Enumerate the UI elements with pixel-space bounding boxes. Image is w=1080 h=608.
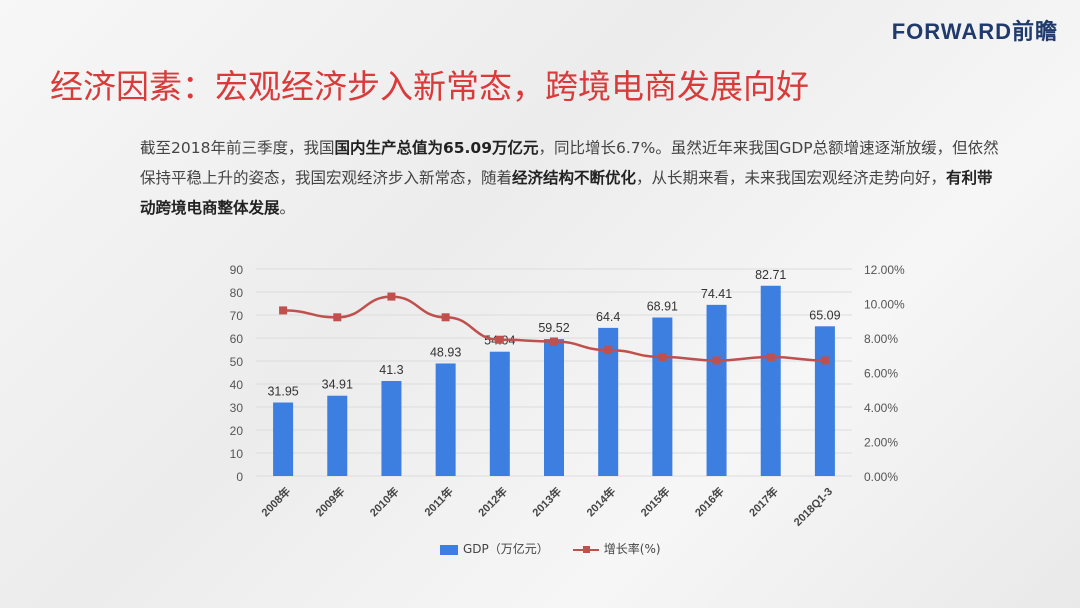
- legend-label: GDP（万亿元）: [463, 542, 549, 556]
- growth-rate-point: [387, 292, 396, 301]
- line-swatch-icon: [572, 545, 599, 553]
- left-tick-label: 10: [230, 447, 244, 461]
- gdp-bar: [381, 381, 402, 476]
- x-tick-label: 2011年: [421, 484, 456, 519]
- bar-data-label: 31.95: [267, 385, 298, 399]
- bar-swatch-icon: [440, 544, 458, 555]
- x-tick-label: 2008年: [258, 484, 293, 519]
- bar-data-label: 65.09: [809, 308, 840, 322]
- right-tick-label: 10.00%: [864, 298, 905, 312]
- x-tick-label: 2014年: [583, 484, 618, 519]
- gdp-bar: [760, 285, 781, 476]
- growth-rate-point: [441, 313, 450, 322]
- page-title: 经济因素：宏观经济步入新常态，跨境电商发展向好: [50, 67, 809, 106]
- left-tick-label: 50: [230, 355, 244, 369]
- x-tick-label: 2015年: [637, 484, 672, 519]
- right-tick-label: 4.00%: [864, 401, 898, 415]
- text: ，从长期来看，未来我国宏观经济走势向好，: [636, 169, 947, 187]
- bold-text: 国内生产总值为65.09万亿元: [334, 139, 539, 157]
- growth-rate-line: [283, 295, 825, 362]
- left-tick-label: 20: [230, 424, 244, 438]
- gdp-bar: [273, 402, 294, 476]
- gdp-bar: [327, 395, 348, 476]
- x-tick-label: 2017年: [746, 484, 781, 519]
- right-tick-label: 12.00%: [864, 263, 905, 277]
- gdp-bar: [814, 326, 835, 476]
- left-tick-label: 0: [236, 470, 243, 484]
- right-tick-label: 6.00%: [864, 367, 898, 381]
- bar-data-label: 59.52: [538, 321, 569, 335]
- growth-rate-point: [658, 352, 667, 361]
- gdp-bar: [544, 339, 564, 476]
- gdp-bar: [652, 317, 673, 476]
- growth-rate-point: [550, 337, 558, 346]
- legend-growth: 增长率(%): [572, 540, 661, 557]
- left-tick-label: 70: [230, 309, 244, 323]
- x-tick-label: 2010年: [367, 484, 402, 519]
- bold-text: 经济结构不断优化: [512, 169, 637, 187]
- text: 截至2018年前三季度，我国: [140, 139, 335, 157]
- x-tick-label: 2013年: [529, 484, 564, 519]
- right-tick-label: 0.00%: [864, 470, 898, 484]
- growth-rate-point: [604, 346, 613, 355]
- bar-data-label: 34.91: [322, 378, 353, 392]
- intro-paragraph: 截至2018年前三季度，我国国内生产总值为65.09万亿元，同比增长6.7%。虽…: [140, 133, 1000, 223]
- growth-rate-point: [712, 356, 721, 365]
- bar-data-label: 82.71: [755, 268, 786, 282]
- right-tick-label: 2.00%: [864, 436, 898, 450]
- left-tick-label: 30: [230, 401, 244, 415]
- gdp-bar: [706, 304, 727, 476]
- growth-rate-point: [279, 306, 288, 315]
- text: 。: [279, 199, 296, 217]
- growth-rate-point: [766, 352, 775, 361]
- legend-gdp: GDP（万亿元）: [440, 540, 549, 557]
- bold-text: 有利带动跨境电商整体发展: [140, 169, 993, 217]
- x-tick-label: 2009年: [312, 484, 347, 519]
- text: ，同比增长6.7%。虽然近年来我国GDP总额增速逐渐放缓，但依然保持平稳上升的姿…: [140, 139, 999, 187]
- left-tick-label: 40: [230, 378, 244, 392]
- gdp-bar: [598, 327, 619, 476]
- left-tick-label: 60: [230, 332, 244, 346]
- gdp-bar: [489, 351, 510, 476]
- forward-logo: FORWARD前瞻: [891, 19, 1058, 44]
- legend-label: 增长率(%): [603, 542, 661, 556]
- bar-data-label: 74.41: [701, 287, 732, 301]
- left-tick-label: 90: [230, 263, 244, 277]
- bar-data-label: 48.93: [430, 345, 461, 359]
- left-tick-label: 80: [230, 286, 244, 300]
- bar-data-label: 41.3: [379, 363, 403, 377]
- growth-rate-point: [820, 356, 829, 365]
- x-tick-label: 2018Q1-3: [792, 486, 835, 529]
- growth-rate-point: [333, 313, 342, 322]
- right-tick-label: 8.00%: [864, 332, 898, 346]
- growth-rate-point: [495, 335, 504, 344]
- x-tick-label: 2012年: [475, 484, 510, 519]
- bar-data-label: 64.4: [596, 310, 620, 324]
- gdp-bar: [435, 363, 456, 476]
- bar-data-label: 68.91: [647, 300, 678, 314]
- x-tick-label: 2016年: [692, 484, 727, 519]
- legend: GDP（万亿元） 增长率(%): [440, 540, 661, 557]
